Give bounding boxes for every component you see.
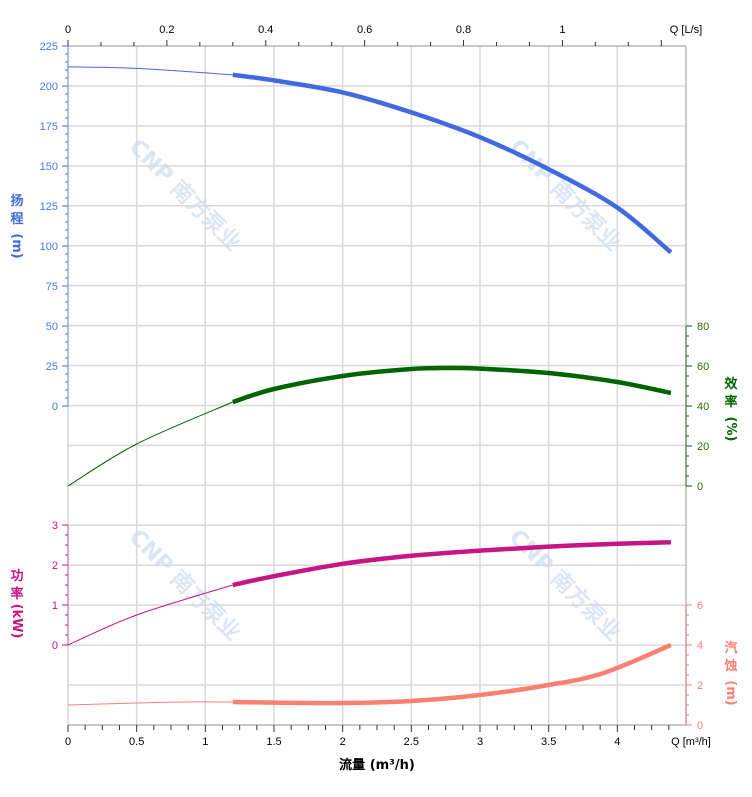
- efficiency-tick-label: 20: [697, 441, 709, 453]
- npsh-tick-label: 6: [697, 600, 703, 612]
- efficiency-curve-operating: [232, 365, 672, 405]
- axis-title-unit: (%): [723, 417, 738, 442]
- x-axis-unit-label: Q [m³/h]: [671, 736, 711, 748]
- npsh-tick-label: 4: [697, 640, 703, 652]
- head-tick-label: 0: [52, 401, 58, 413]
- axis-title-char: 率: [10, 586, 23, 602]
- axis-title-char: 率: [724, 394, 737, 410]
- top-tick-label: 0: [65, 24, 71, 36]
- head-tick-label: 200: [40, 81, 58, 93]
- efficiency-tick-label: 60: [697, 361, 709, 373]
- axis-title-char: 效: [724, 376, 738, 392]
- axis-title-unit: (m): [723, 680, 738, 705]
- head-tick-label: 150: [40, 161, 58, 173]
- npsh-curve-operating: [232, 642, 672, 706]
- x-tick-label: 1.5: [266, 736, 281, 748]
- top-tick-label: 0.8: [456, 24, 471, 36]
- head-axis-title: 扬程 (m): [9, 193, 24, 259]
- top-axis-unit-label: Q [L/s]: [670, 24, 702, 36]
- axis-titles: 扬程(m)效率(%)功率(kW)汽蚀(m): [9, 193, 738, 706]
- efficiency-tick-label: 80: [697, 321, 709, 333]
- x-tick-label: 3.5: [541, 736, 556, 748]
- head-curve-extended: [67, 66, 233, 76]
- head-tick-label: 100: [40, 241, 58, 253]
- power-tick-label: 2: [52, 560, 58, 572]
- power-tick-label: 3: [52, 520, 58, 532]
- top-tick-label: 0.6: [357, 24, 372, 36]
- head-tick-label: 125: [40, 201, 58, 213]
- axis-title-char: 汽: [724, 640, 737, 656]
- axis-title-char: 蚀: [723, 658, 737, 674]
- x-axis-title: 流量 (m³/h): [339, 757, 415, 773]
- head-tick-label: 50: [46, 321, 58, 333]
- head-tick-label: 175: [40, 121, 58, 133]
- x-tick-label: 4: [614, 736, 620, 748]
- power-tick-label: 0: [52, 640, 58, 652]
- npsh-curve-extended: [67, 701, 233, 706]
- efficiency-axis-title: 效率 (%): [723, 376, 738, 441]
- head-curve-operating: [232, 72, 673, 255]
- x-tick-label: 3: [477, 736, 483, 748]
- efficiency-curve-extended: [67, 401, 234, 487]
- axis-title-char: 扬: [10, 193, 23, 209]
- x-tick-label: 2: [340, 736, 346, 748]
- power-axis-title: 功率 (kW): [9, 569, 24, 638]
- axis-title-char: 功: [10, 569, 23, 584]
- axes: 0 0.5 1 1.5 2 2.5 3 3.5 4 Q [m³/h] 0 0.2 0.4 0.6 0.8 1 Q…: [40, 24, 711, 748]
- x-tick-label: 2.5: [404, 736, 419, 748]
- npsh-tick-label: 0: [697, 720, 703, 732]
- top-tick-label: 1: [559, 24, 565, 36]
- top-tick-label: 0.4: [258, 24, 273, 36]
- x-tick-label: 0.5: [129, 736, 144, 748]
- x-tick-label: 0: [65, 736, 71, 748]
- top-tick-label: 0.2: [159, 24, 174, 36]
- head-tick-label: 225: [40, 41, 58, 53]
- npsh-tick-label: 2: [697, 680, 703, 692]
- axis-title-unit: (kW): [9, 604, 24, 639]
- watermark-logo: CNP 南方泵业: [124, 524, 246, 646]
- axis-title-unit: (m): [9, 233, 24, 258]
- watermark-logo: CNP 南方泵业: [124, 134, 246, 256]
- power-curve-extended: [67, 584, 233, 646]
- efficiency-tick-label: 0: [697, 481, 703, 493]
- grid: [67, 45, 687, 726]
- head-tick-label: 75: [46, 281, 58, 293]
- head-tick-label: 25: [46, 361, 58, 373]
- x-tick-label: 1: [202, 736, 208, 748]
- curves: [67, 66, 673, 706]
- axis-title-char: 程: [10, 212, 23, 227]
- efficiency-tick-label: 40: [697, 401, 709, 413]
- power-tick-label: 1: [52, 600, 58, 612]
- npsh-axis-title: 汽蚀 (m): [723, 640, 738, 706]
- power-curve-operating: [232, 539, 671, 588]
- watermark-logo: CNP 南方泵业: [504, 134, 626, 256]
